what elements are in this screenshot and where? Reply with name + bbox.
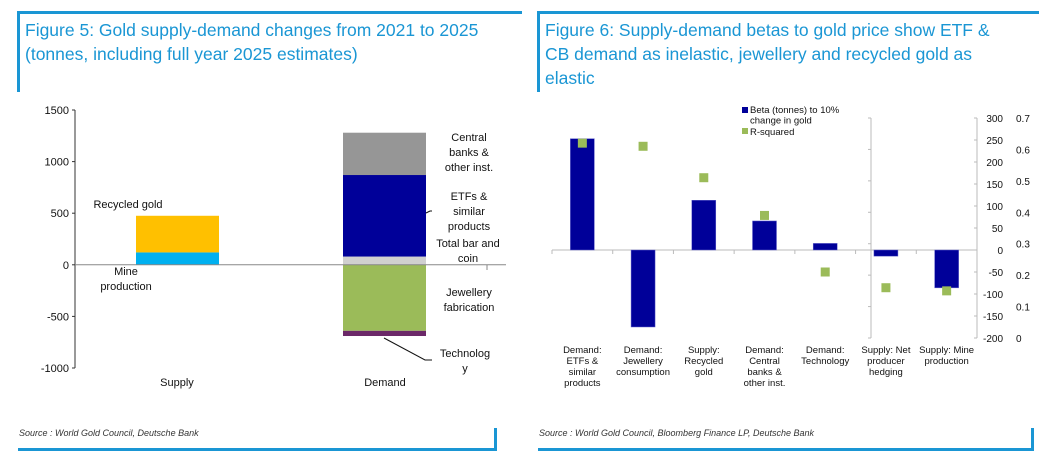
segment-label: Technolog y bbox=[440, 348, 490, 375]
x-tick-label: Supply: Recycled gold bbox=[684, 345, 723, 378]
x-tick-label: Demand: ETFs & similar products bbox=[563, 345, 602, 389]
r-squared-point bbox=[942, 286, 952, 296]
segment-label: ETFs & similar products bbox=[448, 191, 491, 233]
leader-line-etf bbox=[425, 210, 432, 214]
legend-label-r-squared: R-squared bbox=[750, 127, 794, 138]
y-tick-label: 0 bbox=[63, 260, 69, 272]
figure-6-chart: 300 250 200 150 100 50 0 -50 -100 -150 -200 0.7 0.6 0… bbox=[551, 105, 1030, 389]
beta-bar bbox=[873, 249, 899, 257]
legend-label-beta: Beta (tonnes) to 10% change in gold bbox=[750, 105, 840, 127]
x-tick-label: Demand: Jewellery consumption bbox=[616, 345, 670, 378]
legend-swatch-r-squared bbox=[742, 128, 748, 134]
y2-tick-label: 0.7 bbox=[1016, 114, 1030, 125]
beta-bar bbox=[934, 249, 959, 289]
figure-6-panel: Figure 6: Supply-demand betas to gold pr… bbox=[520, 0, 1039, 455]
bar-segment-etfs-similar-products bbox=[343, 175, 426, 257]
y-tick-label: 1000 bbox=[45, 157, 69, 169]
beta-bar bbox=[752, 220, 777, 251]
bar-segment-jewellery-fabrication bbox=[343, 264, 426, 331]
segment-label: Central banks & other inst. bbox=[445, 132, 493, 174]
y2-tick-label: 0.1 bbox=[1016, 303, 1030, 314]
x-tick-label: Supply: Net producer hedging bbox=[861, 345, 910, 378]
y-tick-label: -1000 bbox=[41, 363, 69, 375]
legend-swatch-beta bbox=[742, 107, 748, 113]
figure-6-source: Source : World Gold Council, Bloomberg F… bbox=[539, 428, 814, 438]
figure-5-title: Figure 5: Gold supply-demand changes fro… bbox=[25, 18, 478, 66]
figure-6-title-frame: Figure 6: Supply-demand betas to gold pr… bbox=[537, 11, 1039, 92]
x-tick-label: Supply: Mine production bbox=[919, 345, 974, 367]
beta-bar bbox=[691, 200, 717, 251]
r-squared-point bbox=[760, 210, 769, 220]
r-squared-point bbox=[881, 283, 891, 293]
figure-5-bottom-rule bbox=[18, 448, 496, 451]
x-tick-label: Demand bbox=[364, 377, 406, 389]
figure-6-bottom-rule bbox=[538, 448, 1034, 451]
y1-tick-label: 150 bbox=[986, 180, 1003, 191]
y2-tick-label: 0 bbox=[1016, 334, 1022, 345]
figure-5-corner-rule bbox=[494, 428, 497, 451]
y-tick-label: 1500 bbox=[45, 105, 69, 117]
segment-label: Jewellery fabrication bbox=[444, 287, 495, 314]
y1-tick-label: -100 bbox=[983, 290, 1003, 301]
y2-tick-label: 0.5 bbox=[1016, 177, 1030, 188]
segment-label: Total bar and coin bbox=[436, 238, 500, 265]
y1-tick-label: -200 bbox=[983, 334, 1003, 345]
y2-tick-label: 0.4 bbox=[1016, 208, 1030, 219]
segment-label: Recycled gold bbox=[93, 199, 162, 211]
figure-5-title-line: (tonnes, including full year 2025 estima… bbox=[25, 44, 358, 64]
figure-5-panel: Figure 5: Gold supply-demand changes fro… bbox=[17, 11, 522, 451]
y1-tick-label: -50 bbox=[989, 268, 1004, 279]
figure-6-title: Figure 6: Supply-demand betas to gold pr… bbox=[545, 18, 990, 90]
y1-tick-label: 100 bbox=[986, 202, 1003, 213]
figure-6-corner-rule bbox=[1031, 428, 1034, 451]
r-squared-point bbox=[577, 138, 587, 148]
beta-bar bbox=[570, 138, 595, 251]
figure-5-source: Source : World Gold Council, Deutsche Ba… bbox=[19, 428, 199, 438]
beta-bar bbox=[630, 249, 656, 328]
y1-tick-label: 50 bbox=[992, 224, 1004, 235]
bar-segment-central-banks-other-inst- bbox=[343, 132, 426, 176]
y1-tick-label: 200 bbox=[986, 158, 1003, 169]
x-tick-label: Demand: Central banks & other inst. bbox=[744, 345, 786, 389]
r-squared-point bbox=[638, 141, 648, 151]
x-tick-label: Demand: Technology bbox=[801, 345, 849, 367]
y2-tick-label: 0.2 bbox=[1016, 271, 1030, 282]
y2-tick-label: 0.3 bbox=[1016, 240, 1030, 251]
figure-5-title-frame: Figure 5: Gold supply-demand changes fro… bbox=[17, 11, 522, 92]
leader-line-technology bbox=[383, 337, 432, 361]
figure-6-title-line: Figure 6: Supply-demand betas to gold pr… bbox=[545, 20, 990, 40]
segment-label: Mine production bbox=[100, 266, 151, 293]
y-tick-label: 500 bbox=[51, 208, 69, 220]
y2-tick-label: 0.6 bbox=[1016, 145, 1030, 156]
figure-5-chart: 1500 1000 500 0 -500 -1000 Supply Demand Mine pro… bbox=[41, 105, 506, 389]
y-tick-label: -500 bbox=[47, 311, 69, 323]
y1-tick-label: 250 bbox=[986, 136, 1003, 147]
bar-segment-mine-production bbox=[136, 252, 219, 265]
figure-6-title-line: elastic bbox=[545, 68, 595, 88]
y1-tick-label: 0 bbox=[997, 246, 1003, 257]
bar-segment-total-bar-and-coin bbox=[343, 256, 426, 265]
r-squared-point bbox=[820, 267, 830, 277]
bar-segment-recycled-gold bbox=[136, 215, 219, 253]
y1-tick-label: -150 bbox=[983, 312, 1003, 323]
figure-6-title-line: CB demand as inelastic, jewellery and re… bbox=[545, 44, 973, 64]
figure-5-title-line: Figure 5: Gold supply-demand changes fro… bbox=[25, 20, 479, 40]
beta-bar bbox=[812, 243, 838, 251]
r-squared-point bbox=[699, 173, 709, 183]
y1-tick-label: 300 bbox=[986, 114, 1003, 125]
x-tick-label: Supply bbox=[160, 377, 194, 389]
bar-segment-technology bbox=[343, 330, 426, 337]
